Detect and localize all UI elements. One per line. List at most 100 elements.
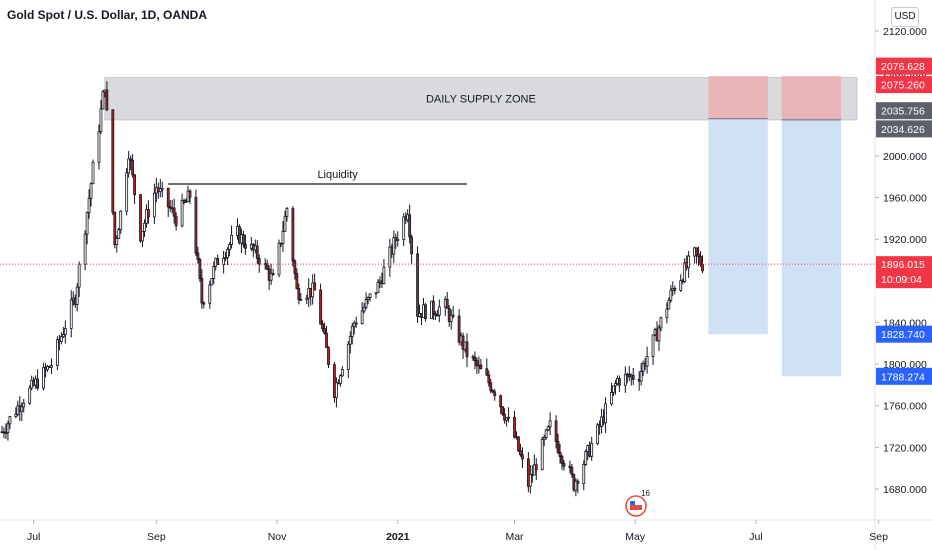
price-label-text: 2035.756 (881, 106, 925, 118)
candle-body (382, 266, 386, 285)
candle-body (127, 158, 131, 174)
candle-body (513, 416, 516, 438)
currency-button[interactable]: USD (891, 7, 919, 27)
candle-body (133, 174, 136, 196)
candle-body (119, 210, 123, 231)
candle-body (350, 325, 354, 338)
candle-body (141, 230, 144, 242)
candle-body (59, 336, 63, 343)
candle-body (299, 299, 303, 301)
candle-body (433, 313, 437, 316)
candle-body (542, 436, 546, 440)
candle-body (368, 293, 372, 298)
candle-body (61, 334, 65, 338)
time-tick-label: Nov (268, 531, 287, 543)
candle-body (485, 368, 489, 376)
candle-body (623, 373, 627, 386)
candle-body (687, 255, 691, 269)
candle-body (612, 385, 615, 393)
candle-body (226, 249, 229, 258)
candle-body (556, 440, 560, 453)
position-target-zone[interactable] (781, 119, 842, 377)
candle-body (558, 451, 562, 457)
candle-body (14, 413, 18, 418)
candle-body (560, 456, 564, 464)
candle-body (679, 280, 683, 291)
candle-body (117, 229, 121, 239)
candle-body (540, 438, 544, 471)
candle-body (293, 260, 297, 274)
liquidity-label: Liquidity (317, 169, 358, 181)
candle-body (491, 390, 495, 393)
candle-body (89, 183, 93, 199)
candle-body (257, 258, 261, 265)
candle-body (374, 292, 378, 295)
events-count: 16 (641, 489, 650, 498)
candle-body (376, 281, 380, 294)
price-label-text: 1828.740 (881, 329, 925, 341)
candle-body (673, 288, 677, 291)
candle-body (325, 332, 328, 348)
candle-body (87, 197, 91, 214)
time-tick-label: 2021 (386, 531, 410, 543)
candle-body (424, 304, 427, 319)
candle-body (416, 253, 419, 317)
candle-body (501, 406, 505, 415)
candle-body (574, 480, 578, 491)
candle-body (147, 209, 150, 218)
candle-body (554, 420, 558, 442)
candle-body (313, 282, 317, 291)
price-tick-label: 1720.000 (883, 442, 927, 454)
candle-body (212, 265, 216, 279)
candle-body (283, 216, 287, 232)
candle-body (174, 215, 178, 227)
candle-body (50, 365, 53, 368)
candle-body (105, 89, 109, 111)
candle-body (172, 207, 176, 217)
candle-body (683, 262, 687, 282)
price-tick-label: 2120.000 (883, 26, 927, 38)
candle-body (42, 367, 45, 389)
candle-body (131, 160, 135, 176)
candle-body (319, 289, 322, 325)
candle-body (669, 289, 673, 301)
position-stop-zone[interactable] (781, 76, 842, 120)
candle-body (701, 263, 704, 272)
candle-body (348, 336, 352, 345)
flag-stripes-icon (630, 505, 642, 510)
position-stop-zone[interactable] (708, 76, 768, 119)
candle-body (596, 424, 600, 444)
candle-body (285, 208, 289, 217)
candle-body (113, 211, 117, 245)
candle-body (63, 328, 67, 336)
symbol-title: Gold Spot / U.S. Dollar, 1D, OANDA (7, 8, 208, 22)
candle-body (631, 374, 635, 380)
candle-body (85, 212, 89, 235)
position-target-zone[interactable] (708, 118, 768, 335)
candle-body (499, 395, 503, 408)
candle-body (366, 297, 370, 300)
candle-body (168, 206, 172, 209)
candle-body (507, 416, 510, 419)
candle-body (333, 364, 336, 398)
candle-body (46, 366, 49, 371)
candle-body (665, 308, 669, 319)
candle-body (75, 286, 79, 305)
candle-body (364, 299, 368, 308)
candle-body (388, 246, 392, 268)
candle-body (115, 238, 119, 245)
candle-body (431, 300, 435, 315)
price-label-stop (876, 76, 932, 94)
price-tick-label: 1760.000 (883, 401, 927, 413)
candle-body (354, 322, 358, 325)
candle-body (360, 310, 364, 324)
candle-body (321, 323, 324, 330)
candle-body (604, 403, 607, 424)
candle-body (548, 420, 552, 428)
candle-body (352, 322, 356, 327)
candle-body (194, 196, 198, 254)
price-label-text: 2075.260 (881, 80, 925, 92)
candle-body (396, 239, 400, 242)
